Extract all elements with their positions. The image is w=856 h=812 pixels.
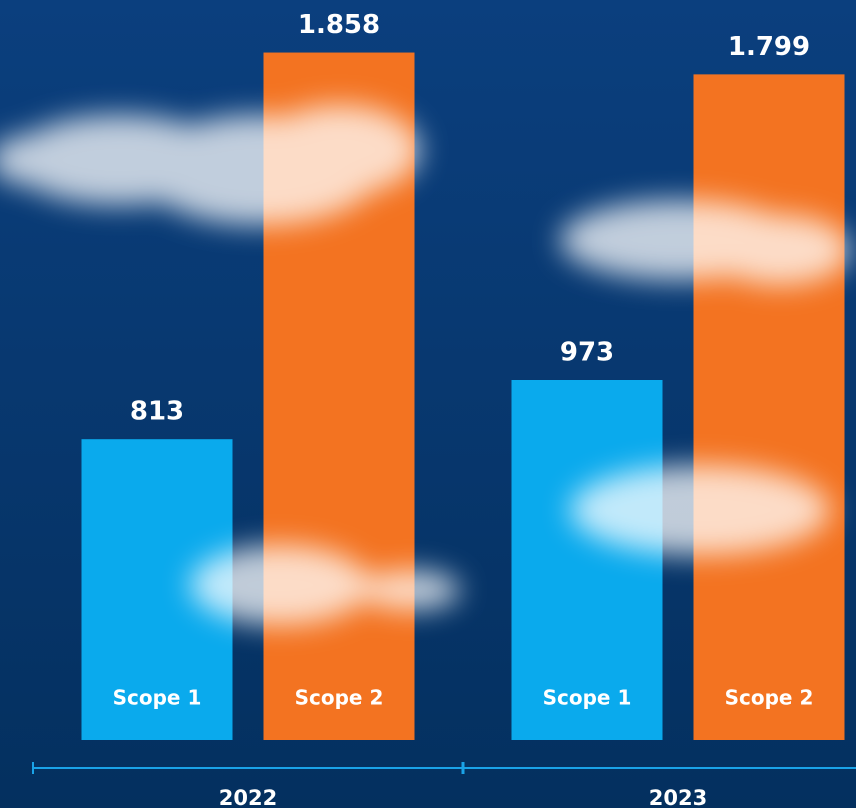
series-label: Scope 1 [113,686,202,710]
series-label: Scope 1 [543,686,632,710]
series-label: Scope 2 [725,686,814,710]
series-label: Scope 2 [295,686,384,710]
value-label: 1.858 [298,10,380,40]
value-label: 973 [560,337,614,367]
value-label: 813 [130,397,184,427]
category-label: 2023 [649,786,707,808]
value-label: 1.799 [728,32,810,62]
clouds [0,105,850,625]
category-label: 2022 [219,786,277,808]
bar [511,379,663,740]
labels: 2022 813 Scope 1 1.858 Scope 2 2023 973 Scope 1… [113,10,814,810]
bar [693,74,845,741]
